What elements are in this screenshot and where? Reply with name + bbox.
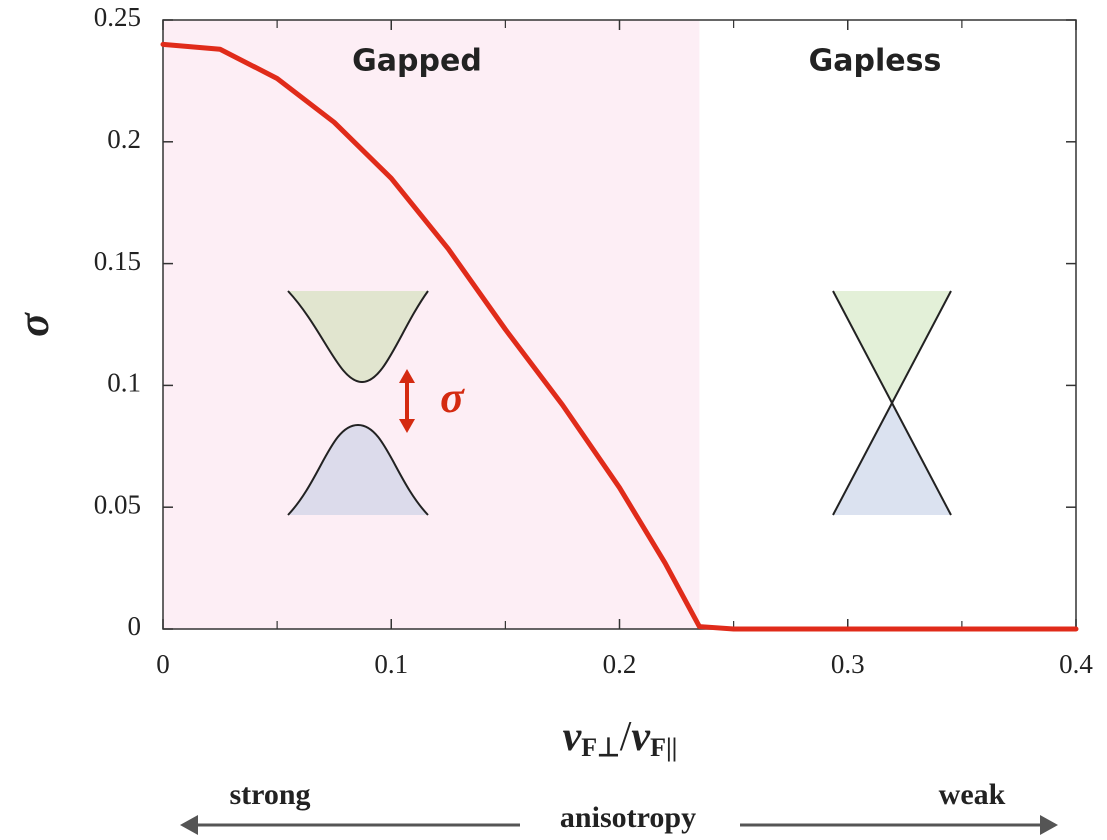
anisotropy-weak: weak [939,778,1006,811]
y-tick-label: 0.15 [94,246,141,276]
data-line [160,41,1079,632]
shaded-region [163,20,700,629]
gap-arrow-head [399,369,415,383]
x-tick-label: 0.4 [1059,649,1093,679]
x-tick-label: 0.3 [831,649,865,679]
anisotropy-label: anisotropy [560,801,696,834]
gap-label: σ [440,373,465,422]
band-lower [288,425,428,515]
x-tick-label: 0 [156,649,170,679]
region-label: Gapped [352,44,482,79]
x-tick-label: 0.2 [603,649,637,679]
region-label: Gapless [809,44,942,79]
anisotropy-strong: strong [229,778,310,811]
y-tick-label: 0.1 [107,368,141,398]
arrow-left-head [180,815,198,835]
x-label-part: / [620,714,632,760]
x-label-part: F⊥ [581,733,620,762]
x-label-part: v [563,714,583,760]
y-tick-label: 0.25 [94,2,141,32]
plot-layer: 0 0.05 0.1 0.15 0.2 0.25 0 0.1 0.2 0.3 0.4 [94,2,1094,679]
x-label-part: F|| [650,733,677,762]
cone-lower [833,402,951,515]
cone-upper [833,291,951,402]
gap-arrow-head [399,419,415,433]
x-label-part: v [631,714,651,760]
arrow-right-head [1040,815,1058,835]
x-tick-label: 0.1 [374,649,408,679]
cone-edge [832,290,952,516]
y-tick-label: 0 [128,611,142,641]
y-tick-label: 0.2 [107,124,141,154]
shade-layer [163,20,700,629]
y-axis-label: σ [9,312,58,337]
band-upper [288,291,428,382]
y-tick-label: 0.05 [94,489,141,519]
x-axis-label: vF⊥/vF|| [563,714,678,762]
band-upper-edge [287,290,429,384]
band-lower-edge [287,423,429,516]
